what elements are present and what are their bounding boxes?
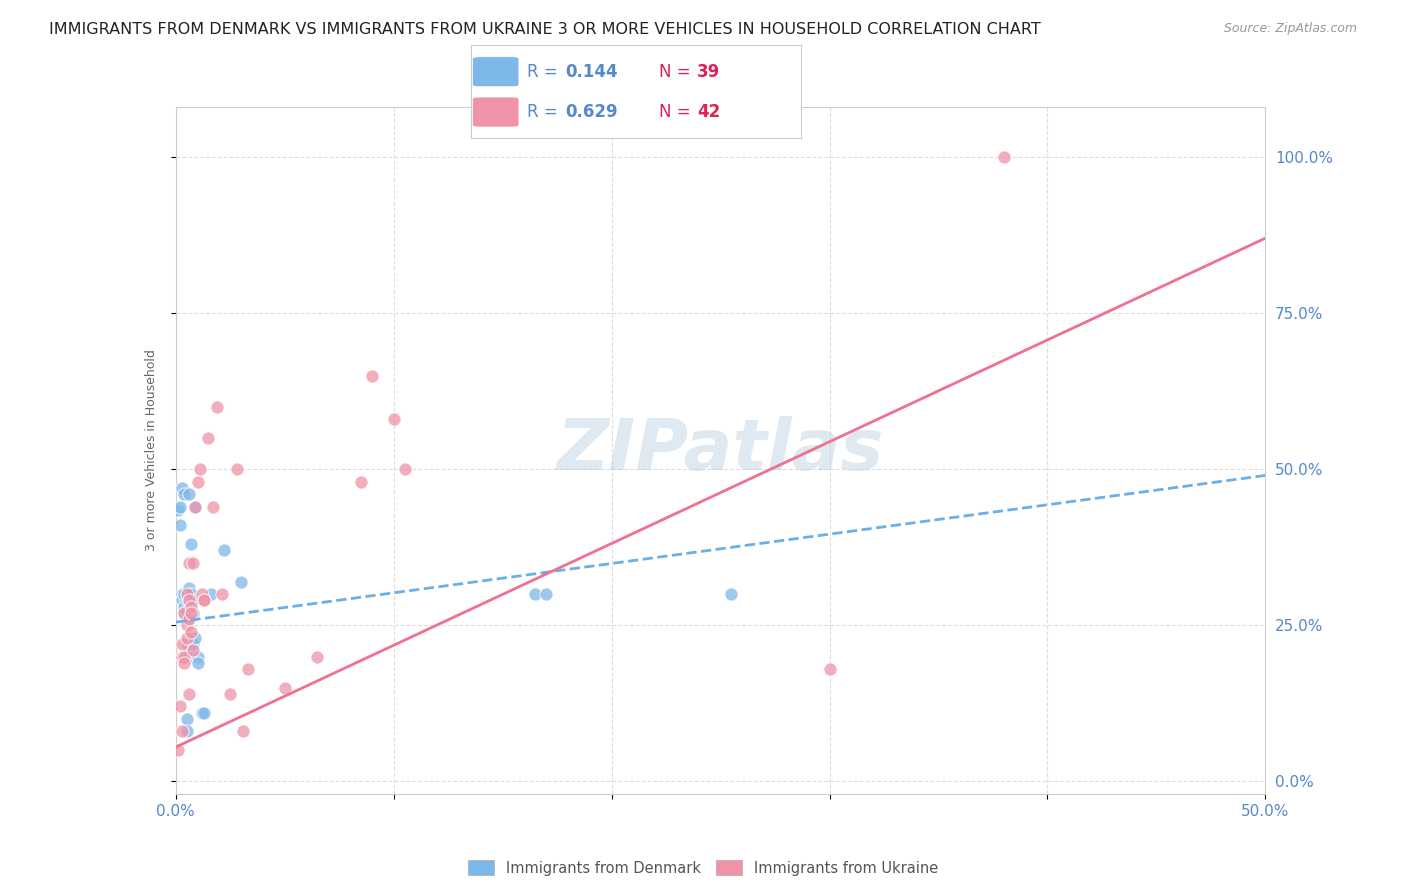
Point: [184, 500, 207, 514]
Point: [181, 606, 204, 620]
Point: [225, 462, 247, 476]
Point: [172, 587, 194, 601]
Point: [186, 475, 209, 489]
Point: [350, 475, 373, 489]
Text: N =: N =: [659, 62, 696, 81]
Point: [172, 637, 194, 651]
Point: [177, 581, 200, 595]
Point: [169, 518, 191, 533]
Point: [231, 574, 253, 589]
Point: [193, 593, 215, 607]
Point: [181, 556, 204, 570]
Point: [180, 606, 202, 620]
Text: IMMIGRANTS FROM DENMARK VS IMMIGRANTS FROM UKRAINE 3 OR MORE VEHICLES IN HOUSEHO: IMMIGRANTS FROM DENMARK VS IMMIGRANTS FR…: [49, 22, 1040, 37]
Point: [176, 631, 198, 645]
Point: [212, 543, 235, 558]
Point: [720, 587, 742, 601]
Point: [176, 587, 198, 601]
Point: [818, 662, 841, 676]
Point: [177, 593, 200, 607]
Point: [205, 400, 228, 414]
Point: [993, 150, 1015, 164]
Point: [169, 500, 191, 514]
Point: [172, 649, 194, 664]
FancyBboxPatch shape: [472, 57, 519, 87]
Point: [173, 587, 195, 601]
Point: [173, 606, 195, 620]
Point: [524, 587, 547, 601]
Point: [176, 606, 198, 620]
FancyBboxPatch shape: [472, 97, 519, 127]
Text: R =: R =: [527, 103, 564, 121]
Text: R =: R =: [527, 62, 564, 81]
Point: [169, 699, 191, 714]
Point: [307, 649, 329, 664]
Point: [191, 706, 214, 720]
Point: [184, 500, 207, 514]
Point: [219, 687, 242, 701]
Point: [201, 500, 224, 514]
Point: [176, 712, 198, 726]
Point: [180, 537, 202, 551]
Point: [193, 593, 215, 607]
Point: [177, 487, 200, 501]
Point: [176, 618, 198, 632]
Point: [184, 631, 207, 645]
Point: [177, 643, 200, 657]
Point: [180, 599, 202, 614]
Point: [181, 637, 204, 651]
Point: [177, 687, 200, 701]
Point: [191, 587, 214, 601]
Point: [173, 487, 195, 501]
Point: [176, 593, 198, 607]
Text: 39: 39: [697, 62, 721, 81]
Text: ZIPatlas: ZIPatlas: [557, 416, 884, 485]
Text: N =: N =: [659, 103, 696, 121]
Point: [172, 724, 194, 739]
Legend: Immigrants from Denmark, Immigrants from Ukraine: Immigrants from Denmark, Immigrants from…: [464, 856, 942, 880]
Point: [176, 637, 198, 651]
Text: 0.144: 0.144: [565, 62, 617, 81]
Point: [177, 649, 200, 664]
Point: [167, 743, 190, 757]
Point: [177, 593, 200, 607]
Point: [173, 649, 195, 664]
Point: [173, 599, 195, 614]
Point: [177, 612, 200, 626]
Point: [360, 368, 382, 383]
Point: [232, 724, 254, 739]
Point: [197, 431, 219, 445]
Point: [186, 649, 209, 664]
Point: [211, 587, 233, 601]
Point: [176, 612, 198, 626]
Point: [274, 681, 297, 695]
Point: [172, 481, 194, 495]
Point: [394, 462, 416, 476]
Point: [188, 462, 211, 476]
Text: Source: ZipAtlas.com: Source: ZipAtlas.com: [1223, 22, 1357, 36]
Point: [180, 624, 202, 639]
Point: [180, 587, 202, 601]
Point: [172, 593, 194, 607]
Point: [181, 593, 204, 607]
Text: 42: 42: [697, 103, 721, 121]
Point: [186, 656, 209, 670]
Point: [177, 556, 200, 570]
Point: [173, 656, 195, 670]
Point: [200, 587, 222, 601]
Point: [193, 706, 215, 720]
Point: [236, 662, 259, 676]
Point: [181, 643, 204, 657]
Point: [173, 606, 195, 620]
Point: [176, 724, 198, 739]
Text: 0.629: 0.629: [565, 103, 617, 121]
Y-axis label: 3 or more Vehicles in Household: 3 or more Vehicles in Household: [145, 350, 157, 551]
Point: [167, 503, 190, 517]
Point: [534, 587, 557, 601]
Point: [176, 587, 198, 601]
Point: [382, 412, 405, 426]
